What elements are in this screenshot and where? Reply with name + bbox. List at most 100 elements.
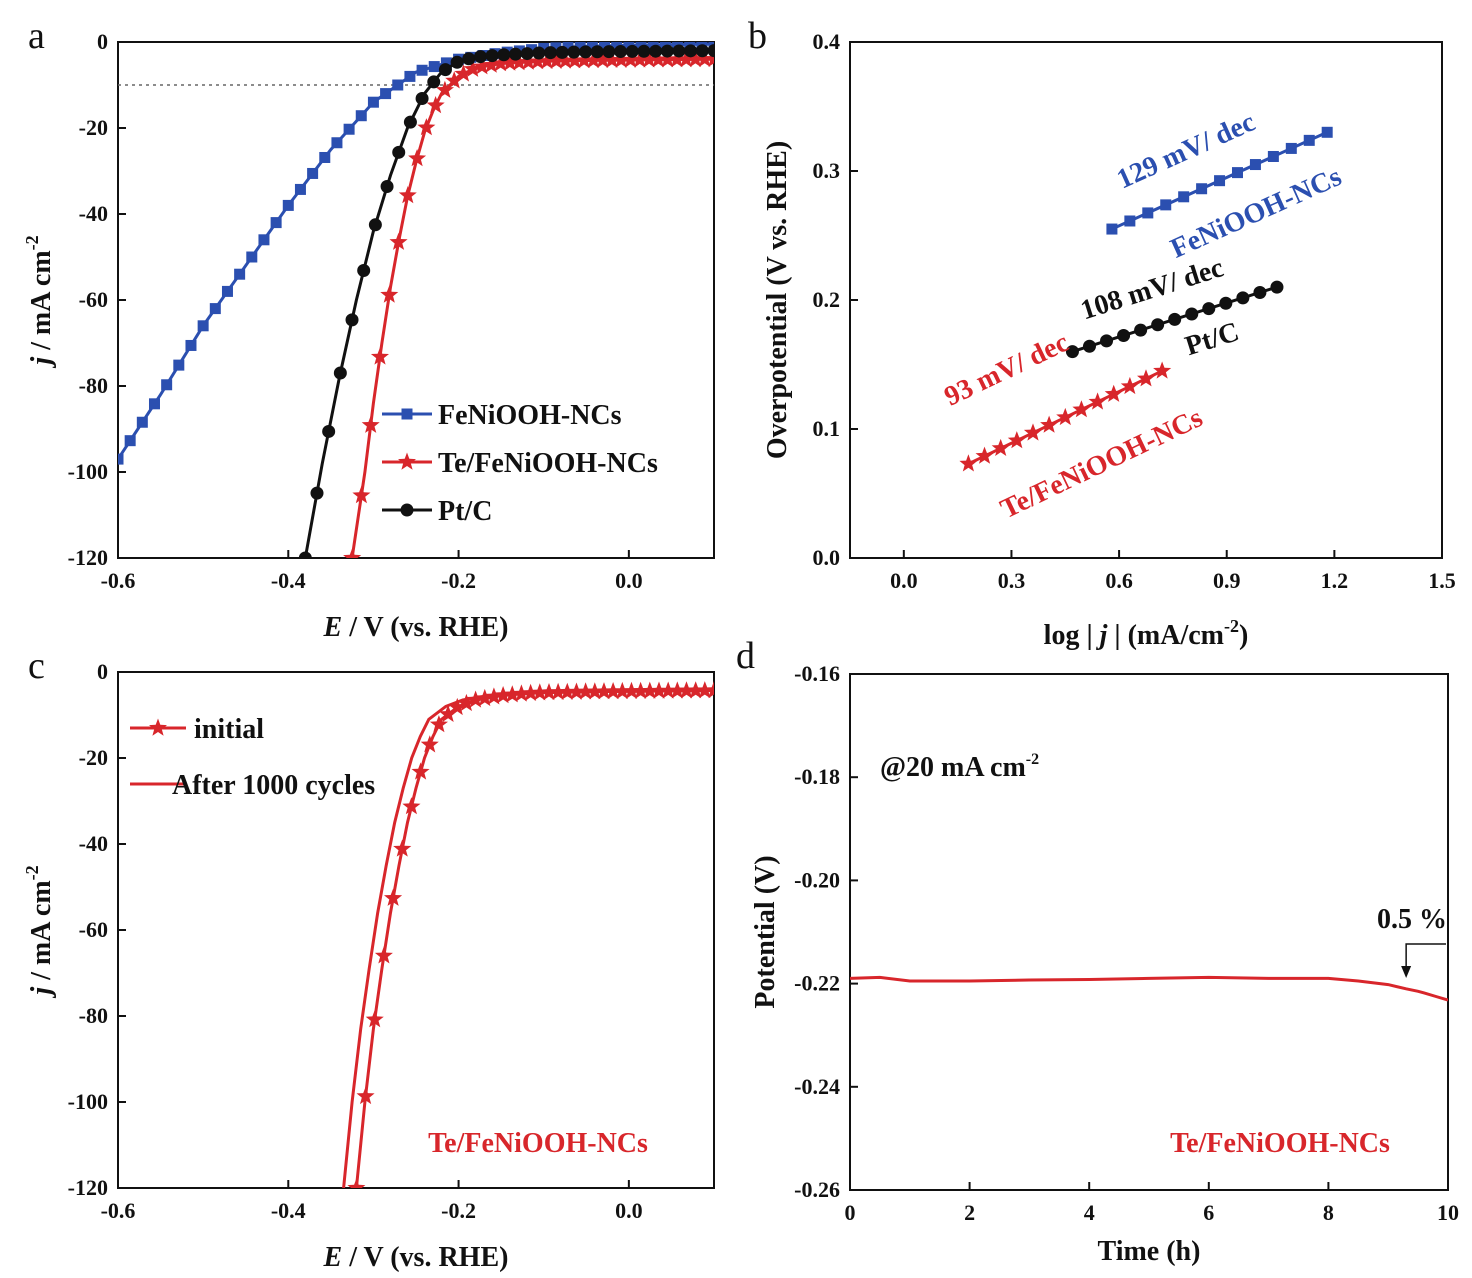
data-point	[404, 70, 416, 82]
data-point	[621, 50, 640, 68]
change-label: 0.5 %	[1377, 904, 1447, 935]
data-point	[1082, 339, 1096, 353]
data-point	[417, 118, 436, 136]
data-point	[258, 234, 270, 246]
data-point	[392, 79, 404, 91]
data-point	[148, 398, 160, 410]
data-point	[440, 57, 452, 69]
data-point	[448, 697, 467, 716]
data-point	[625, 44, 639, 58]
legend-label: After 1000 cycles	[172, 770, 375, 801]
legend-label: initial	[194, 714, 264, 745]
data-point	[1185, 307, 1199, 321]
data-point	[367, 96, 379, 108]
x-tick-label: 0.9	[1213, 568, 1241, 593]
data-point	[380, 88, 392, 100]
annotation: Te/FeNiOOH-NCs	[428, 1128, 648, 1159]
data-point	[1137, 369, 1155, 387]
data-point	[574, 42, 586, 53]
data-point	[361, 415, 380, 433]
data-point	[209, 303, 221, 315]
data-point	[538, 51, 556, 69]
y-tick-label: -0.22	[794, 971, 840, 996]
panel-c: -0.6 -0.4 -0.2 0.0 0 -20 -40 -60 -80 -100 -120 c E /…	[22, 645, 715, 1273]
y-tick-label: -100	[68, 1089, 108, 1114]
series-line-2	[342, 689, 714, 1188]
x-tick-label: -0.2	[441, 1198, 476, 1223]
y-tick-label: -0.24	[794, 1074, 840, 1099]
data-point	[429, 715, 448, 733]
slope-label: 93 mV/ dec	[940, 327, 1074, 413]
data-point	[975, 446, 994, 464]
y-tick-label: -0.16	[794, 661, 840, 686]
data-point	[411, 762, 430, 780]
x-tick-label: 1.2	[1321, 568, 1349, 593]
data-point	[590, 45, 604, 59]
data-point	[602, 50, 621, 68]
data-point	[221, 285, 233, 297]
data-point	[462, 52, 476, 66]
x-tick-label: 6	[1203, 1200, 1214, 1225]
data-point	[482, 55, 501, 73]
data-point	[173, 359, 185, 371]
data-point	[473, 50, 487, 64]
data-point	[1249, 159, 1261, 171]
data-point	[415, 92, 429, 106]
data-point	[532, 46, 546, 60]
data-point	[1065, 345, 1079, 359]
data-point	[677, 50, 696, 68]
data-point	[310, 486, 324, 500]
data-point	[686, 49, 705, 68]
panel-label: c	[28, 645, 45, 687]
data-point	[402, 797, 421, 815]
data-point	[294, 183, 306, 195]
data-point	[439, 704, 458, 722]
plot-frame	[849, 673, 1449, 1191]
data-point	[427, 75, 441, 89]
y-tick-label: -0.26	[794, 1177, 840, 1202]
data-point	[420, 735, 439, 753]
slope-label: 129 mV/ dec	[1112, 106, 1259, 195]
data-point	[1267, 150, 1279, 162]
x-tick-label: 0.0	[615, 568, 643, 593]
series-label: Pt/C	[1182, 316, 1243, 362]
data-point	[1219, 296, 1233, 310]
x-tick-label: -0.6	[101, 1198, 136, 1223]
y-tick-label: -80	[79, 373, 108, 398]
data-point	[365, 1010, 384, 1028]
data-point	[649, 44, 663, 58]
series-line-1	[118, 42, 714, 460]
x-tick-label: -0.4	[271, 1198, 306, 1223]
data-point	[454, 64, 473, 82]
data-point	[695, 49, 714, 67]
change-arrow-icon	[1401, 966, 1412, 978]
data-point	[445, 71, 464, 89]
series-label: FeNiOOH-NCs	[1166, 161, 1346, 265]
data-point	[602, 45, 616, 59]
y-tick-label: -120	[68, 545, 108, 570]
data-point	[672, 44, 686, 58]
y-tick-label: -40	[79, 831, 108, 856]
data-point	[567, 45, 581, 59]
y-tick-label: 0.1	[813, 416, 841, 441]
data-point	[547, 51, 566, 69]
data-point	[599, 42, 611, 52]
data-point	[528, 52, 547, 70]
plot-area	[850, 975, 1448, 1002]
legend-label: Te/FeNiOOH-NCs	[438, 448, 658, 479]
data-point	[319, 151, 331, 163]
data-point	[491, 54, 510, 72]
data-point	[450, 55, 464, 69]
y-tick-label: 0	[97, 659, 108, 684]
data-point	[270, 217, 282, 229]
plot-area	[342, 681, 714, 1188]
data-point	[1160, 199, 1172, 211]
legend-label: FeNiOOH-NCs	[438, 400, 622, 431]
data-point	[389, 232, 408, 250]
data-point	[485, 49, 499, 63]
legend-marker	[401, 408, 413, 420]
data-point	[1040, 415, 1059, 433]
data-point	[1088, 392, 1107, 410]
y-tick-label: -60	[79, 287, 108, 312]
